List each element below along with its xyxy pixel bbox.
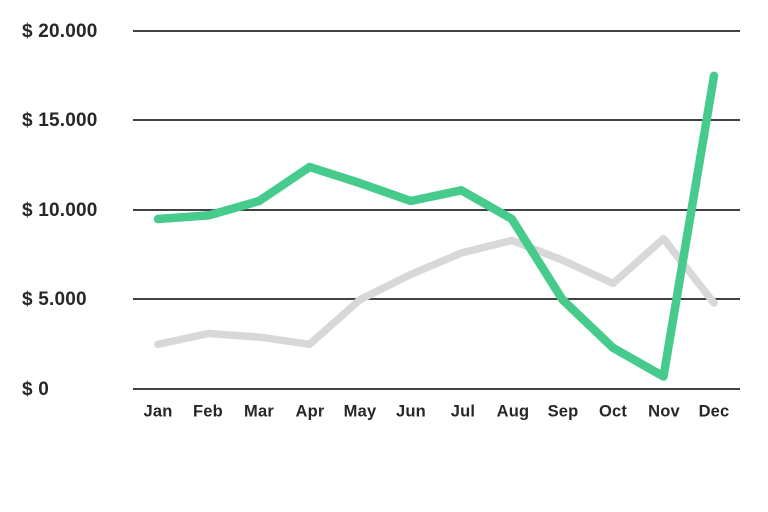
y-tick-label-20000: $ 20.000: [22, 21, 98, 42]
x-tick-label-feb: Feb: [193, 402, 223, 421]
x-tick-label-aug: Aug: [496, 402, 530, 421]
x-tick-label-mar: Mar: [244, 402, 274, 421]
x-tick-label-sep: Sep: [547, 402, 579, 421]
series-line-repeat-purchase: [154, 234, 718, 349]
gridline-15000: [133, 119, 740, 121]
gridline-5000: [133, 298, 740, 300]
y-tick-label-5000: $ 5.000: [22, 289, 87, 310]
x-tick-label-may: May: [343, 402, 377, 421]
x-tick-label-jul: Jul: [450, 402, 476, 421]
y-tick-label-10000: $ 10.000: [22, 200, 98, 221]
gridline-0: [133, 388, 740, 390]
x-tick-label-jun: Jun: [396, 402, 426, 421]
gridline-10000: [133, 209, 740, 211]
y-tick-label-15000: $ 15.000: [22, 110, 98, 131]
x-tick-label-oct: Oct: [598, 402, 628, 421]
legend: First payment Repeat purchase: [0, 438, 768, 512]
gridline-20000: [133, 30, 740, 32]
y-tick-label-0: $ 0: [22, 379, 50, 400]
x-tick-label-nov: Nov: [648, 402, 680, 421]
x-tick-label-dec: Dec: [698, 402, 730, 421]
x-tick-label-jan: Jan: [143, 402, 173, 421]
x-tick-label-apr: Apr: [295, 402, 325, 421]
series-line-first-payment: [153, 71, 719, 381]
